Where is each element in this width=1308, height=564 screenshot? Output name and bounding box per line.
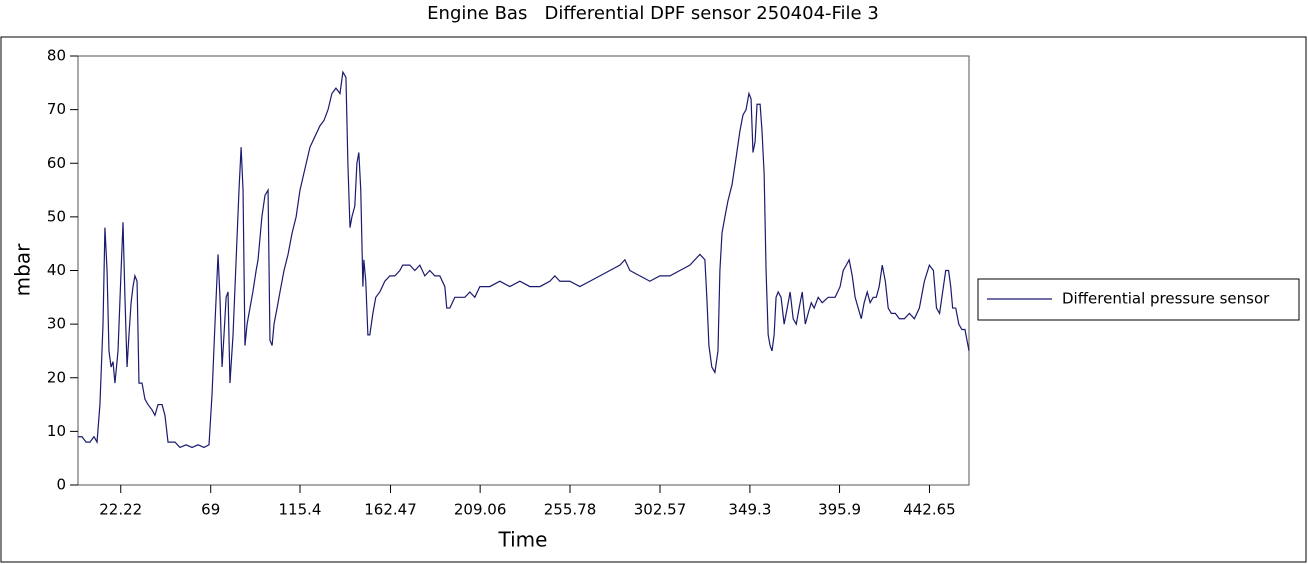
legend-label: Differential pressure sensor	[1062, 290, 1270, 308]
y-tick-label: 40	[47, 261, 66, 279]
x-tick-label: 442.65	[903, 501, 956, 519]
y-tick-label: 0	[56, 476, 66, 494]
y-tick-label: 30	[47, 315, 66, 333]
x-tick-label: 115.4	[279, 501, 322, 519]
x-tick-label: 302.57	[634, 501, 687, 519]
data-line	[78, 70, 970, 449]
chart-frame	[0, 36, 1307, 563]
x-tick-label: 69	[201, 501, 220, 519]
x-axis-label: Time	[498, 528, 548, 552]
x-tick-label: 395.9	[818, 501, 861, 519]
x-tick-label: 22.22	[99, 501, 142, 519]
x-tick-label: 255.78	[544, 501, 597, 519]
x-tick-label: 209.06	[454, 501, 507, 519]
y-tick-label: 60	[47, 154, 66, 172]
y-tick-label: 10	[47, 422, 66, 440]
y-tick-label: 70	[47, 100, 66, 118]
plot-area	[77, 55, 970, 486]
x-tick-label: 162.47	[364, 501, 417, 519]
y-tick-label: 80	[47, 47, 66, 65]
y-tick-label: 50	[47, 207, 66, 225]
x-tick-label: 349.3	[728, 501, 771, 519]
y-axis-label: mbar	[11, 243, 35, 296]
chart-title: Engine Bas Differential DPF sensor 25040…	[427, 3, 879, 24]
y-tick-label: 20	[47, 368, 66, 386]
